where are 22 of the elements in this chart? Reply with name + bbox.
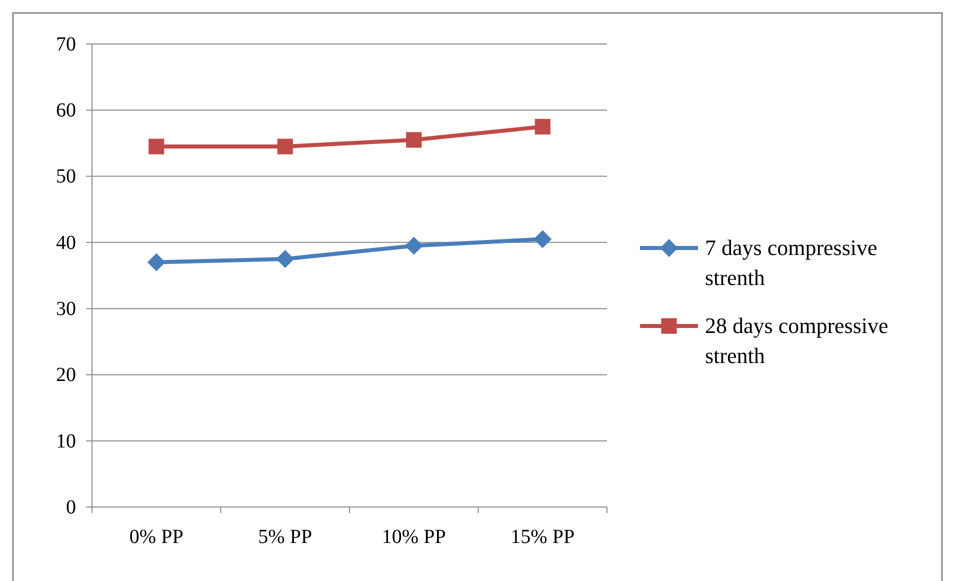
x-tick-label: 15% PP: [510, 526, 575, 548]
y-tick-label: 70: [56, 33, 76, 56]
legend-label: 28 days compressive strenth: [705, 313, 888, 368]
point: [404, 236, 423, 255]
y-tick-label: 50: [56, 166, 76, 188]
x-tick-label: 5% PP: [258, 526, 312, 548]
y-tick-label: 10: [56, 430, 76, 452]
y-tick-label: 60: [56, 100, 76, 122]
point: [534, 118, 550, 134]
point: [534, 230, 552, 248]
y-tick-label: 20: [56, 364, 76, 386]
legend-label: 7 days compressive strenth: [705, 235, 878, 290]
y-tick-label: 0: [66, 496, 76, 518]
point: [277, 138, 293, 154]
x-tick-label: 0% PP: [129, 526, 184, 548]
point: [148, 138, 164, 154]
y-tick-label: 30: [56, 298, 76, 320]
x-tick-label: 10% PP: [382, 526, 446, 548]
y-tick-label: 40: [56, 232, 76, 254]
point: [406, 132, 422, 148]
point: [147, 253, 166, 272]
point: [276, 250, 294, 268]
